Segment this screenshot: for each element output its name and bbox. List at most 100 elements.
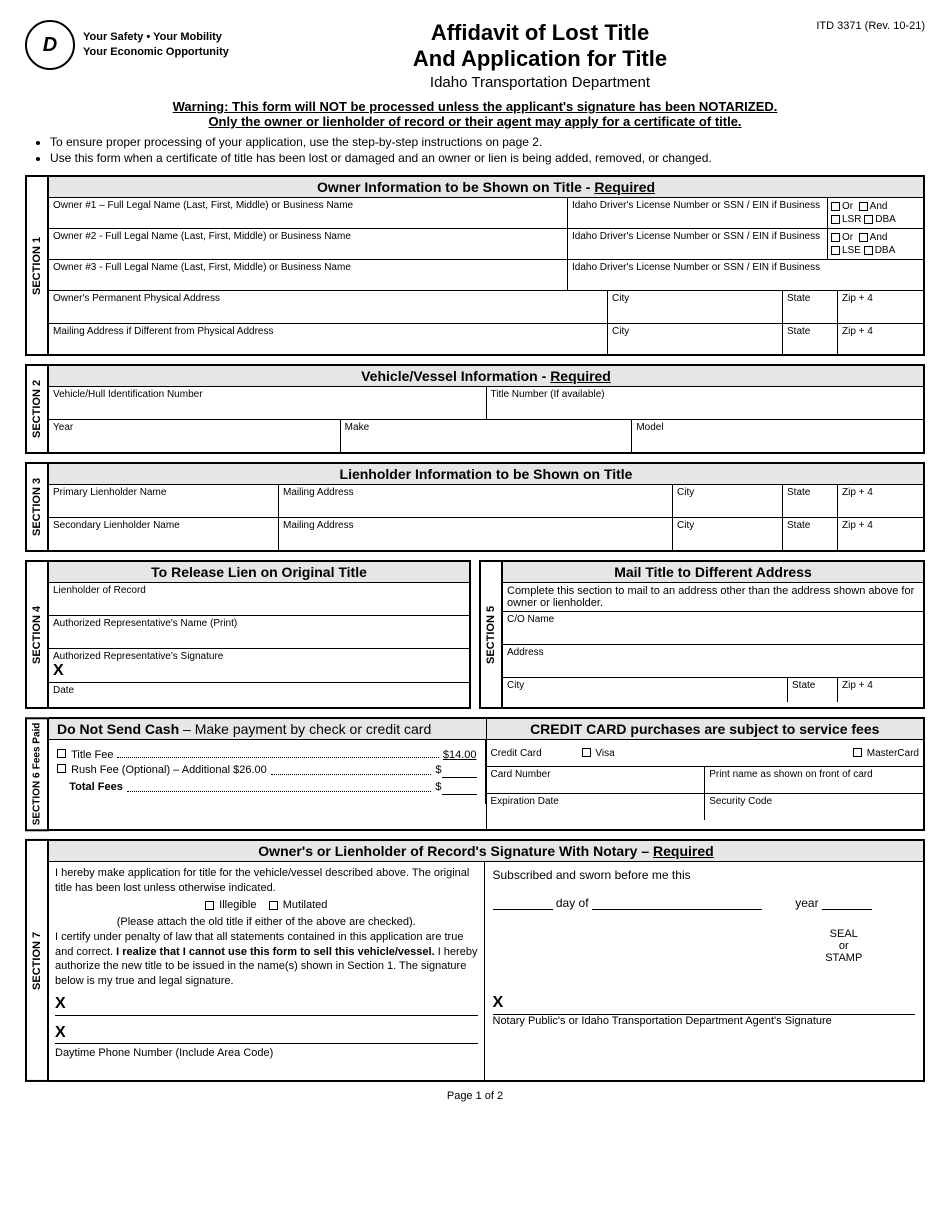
title-number-field[interactable]: Title Number (If available) <box>487 387 924 419</box>
perm-state-field[interactable]: State <box>783 291 838 323</box>
title-block: Affidavit of Lost Title And Application … <box>305 20 775 91</box>
affidavit-text-block: I hereby make application for title for … <box>49 862 485 1080</box>
owner1-name-field[interactable]: Owner #1 – Full Legal Name (Last, First,… <box>49 198 568 228</box>
fees-block: Title Fee$14.00 Rush Fee (Optional) – Ad… <box>49 740 486 804</box>
secondary-lien-mail-field[interactable]: Mailing Address <box>279 518 673 550</box>
page-header: D Your Safety • Your Mobility Your Econo… <box>25 20 925 91</box>
section-4: SECTION 4 To Release Lien on Original Ti… <box>25 560 471 709</box>
owner-signature-2[interactable]: X <box>55 1022 478 1045</box>
card-printname-field[interactable]: Print name as shown on front of card <box>705 767 923 793</box>
warning-block: Warning: This form will NOT be processed… <box>25 99 925 129</box>
itd-logo-icon: D <box>25 20 75 70</box>
section-5: SECTION 5 Mail Title to Different Addres… <box>479 560 925 709</box>
owner2-checkboxes[interactable]: Or And LSE DBA <box>828 229 923 259</box>
primary-lien-mail-field[interactable]: Mailing Address <box>279 485 673 517</box>
make-field[interactable]: Make <box>341 420 633 452</box>
warning-line1: Warning: This form will NOT be processed… <box>25 99 925 114</box>
form-id: ITD 3371 (Rev. 10-21) <box>775 20 925 32</box>
mail-state-field[interactable]: State <box>783 324 838 354</box>
card-exp-field[interactable]: Expiration Date <box>487 794 706 820</box>
section-5-note: Complete this section to mail to an addr… <box>503 583 923 611</box>
credit-card-type[interactable]: Credit Card Visa MasterCard <box>487 740 924 766</box>
section-6-left-header: Do Not Send Cash – Make payment by check… <box>49 719 486 740</box>
secondary-lien-name-field[interactable]: Secondary Lienholder Name <box>49 518 279 550</box>
owner3-dl-field[interactable]: Idaho Driver's License Number or SSN / E… <box>568 260 923 290</box>
rep-signature-field[interactable]: Authorized Representative's SignatureX <box>49 649 469 682</box>
year-field[interactable]: Year <box>49 420 341 452</box>
warning-line2: Only the owner or lienholder of record o… <box>25 114 925 129</box>
primary-lien-state-field[interactable]: State <box>783 485 838 517</box>
section-4-header: To Release Lien on Original Title <box>49 562 469 583</box>
section-7-label: SECTION 7 <box>25 839 49 1082</box>
dept-name: Idaho Transportation Department <box>305 74 775 91</box>
card-number-field[interactable]: Card Number <box>487 767 706 793</box>
rep-name-field[interactable]: Authorized Representative's Name (Print) <box>49 616 469 648</box>
perm-address-field[interactable]: Owner's Permanent Physical Address <box>49 291 608 323</box>
section-2-label: SECTION 2 <box>25 364 49 454</box>
section-1-header: Owner Information to be Shown on Title -… <box>49 177 923 198</box>
title-fee-line[interactable]: Title Fee$14.00 <box>57 749 477 761</box>
section-5-label: SECTION 5 <box>479 560 503 709</box>
notary-block: Subscribed and sworn before me this day … <box>485 862 924 1080</box>
owner3-name-field[interactable]: Owner #3 - Full Legal Name (Last, First,… <box>49 260 568 290</box>
slogan: Your Safety • Your Mobility Your Economi… <box>83 30 229 61</box>
alt-state-field[interactable]: State <box>788 678 838 702</box>
secondary-lien-city-field[interactable]: City <box>673 518 783 550</box>
mail-city-field[interactable]: City <box>608 324 783 354</box>
notary-signature-label: Notary Public's or Idaho Transportation … <box>493 1014 916 1027</box>
owner1-checkboxes[interactable]: Or And LSR DBA <box>828 198 923 228</box>
alt-zip-field[interactable]: Zip + 4 <box>838 678 923 702</box>
alt-address-field[interactable]: Address <box>503 645 923 677</box>
primary-lien-city-field[interactable]: City <box>673 485 783 517</box>
instruction-1: To ensure proper processing of your appl… <box>50 135 925 149</box>
secondary-lien-zip-field[interactable]: Zip + 4 <box>838 518 923 550</box>
section-7: SECTION 7 Owner's or Lienholder of Recor… <box>25 839 925 1082</box>
slogan-line2: Your Economic Opportunity <box>83 45 229 60</box>
title-line1: Affidavit of Lost Title <box>305 20 775 46</box>
owner2-dl-field[interactable]: Idaho Driver's License Number or SSN / E… <box>568 229 828 259</box>
section-2: SECTION 2 Vehicle/Vessel Information - R… <box>25 364 925 454</box>
section-1: SECTION 1 Owner Information to be Shown … <box>25 175 925 356</box>
daytime-phone-field[interactable]: Daytime Phone Number (Include Area Code) <box>55 1046 478 1076</box>
owner-signature-1[interactable]: X <box>55 993 478 1016</box>
vin-field[interactable]: Vehicle/Hull Identification Number <box>49 387 487 419</box>
perm-city-field[interactable]: City <box>608 291 783 323</box>
section-3-header: Lienholder Information to be Shown on Ti… <box>49 464 923 485</box>
section-6-right-header: CREDIT CARD purchases are subject to ser… <box>487 719 924 740</box>
section-7-header: Owner's or Lienholder of Record's Signat… <box>49 841 923 862</box>
section-3-label: SECTION 3 <box>25 462 49 552</box>
notary-signature-line[interactable]: X <box>493 994 916 1012</box>
section-2-header: Vehicle/Vessel Information - Required <box>49 366 923 387</box>
owner1-dl-field[interactable]: Idaho Driver's License Number or SSN / E… <box>568 198 828 228</box>
rep-date-field[interactable]: Date <box>49 683 469 707</box>
perm-zip-field[interactable]: Zip + 4 <box>838 291 923 323</box>
logo-block: D Your Safety • Your Mobility Your Econo… <box>25 20 305 70</box>
primary-lien-name-field[interactable]: Primary Lienholder Name <box>49 485 279 517</box>
section-5-header: Mail Title to Different Address <box>503 562 923 583</box>
primary-lien-zip-field[interactable]: Zip + 4 <box>838 485 923 517</box>
section-3: SECTION 3 Lienholder Information to be S… <box>25 462 925 552</box>
page-number: Page 1 of 2 <box>25 1090 925 1102</box>
section-6: SECTION 6 Fees Paid Do Not Send Cash – M… <box>25 717 925 831</box>
mail-address-field[interactable]: Mailing Address if Different from Physic… <box>49 324 608 354</box>
seal-stamp-area: SEAL or STAMP <box>773 928 916 964</box>
model-field[interactable]: Model <box>632 420 923 452</box>
slogan-line1: Your Safety • Your Mobility <box>83 30 229 45</box>
instruction-2: Use this form when a certificate of titl… <box>50 151 925 165</box>
instructions-list: To ensure proper processing of your appl… <box>50 135 925 165</box>
owner2-name-field[interactable]: Owner #2 - Full Legal Name (Last, First,… <box>49 229 568 259</box>
co-name-field[interactable]: C/O Name <box>503 612 923 644</box>
section-6-label: SECTION 6 Fees Paid <box>25 717 49 831</box>
lienholder-record-field[interactable]: Lienholder of Record <box>49 583 469 615</box>
card-security-field[interactable]: Security Code <box>705 794 923 820</box>
secondary-lien-state-field[interactable]: State <box>783 518 838 550</box>
section-4-label: SECTION 4 <box>25 560 49 709</box>
total-fee-line[interactable]: Total Fees$ <box>57 781 477 795</box>
section-1-label: SECTION 1 <box>25 175 49 356</box>
title-line2: And Application for Title <box>305 46 775 72</box>
condition-checkboxes[interactable]: Illegible Mutilated <box>55 898 478 913</box>
alt-city-field[interactable]: City <box>503 678 788 702</box>
section-4-5-row: SECTION 4 To Release Lien on Original Ti… <box>25 560 925 709</box>
mail-zip-field[interactable]: Zip + 4 <box>838 324 923 354</box>
rush-fee-line[interactable]: Rush Fee (Optional) – Additional $26.00$ <box>57 764 477 778</box>
